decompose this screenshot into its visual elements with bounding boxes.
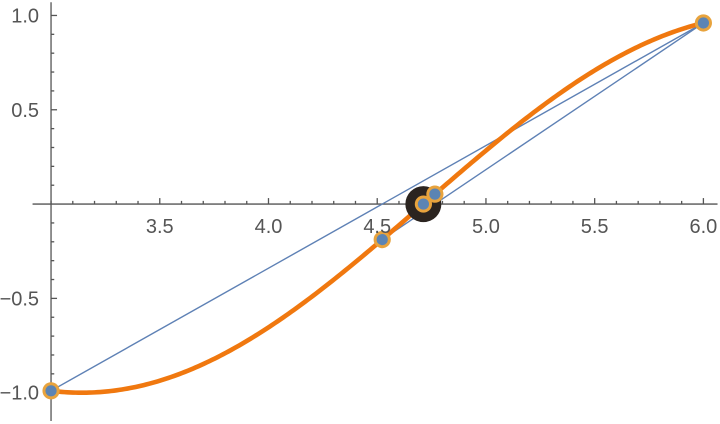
svg-text:5.5: 5.5 [581,216,609,238]
svg-text:3.5: 3.5 [146,216,174,238]
svg-text:−0.5: −0.5 [0,288,39,310]
svg-text:6.0: 6.0 [689,216,717,238]
svg-text:4.5: 4.5 [363,216,391,238]
svg-text:4.0: 4.0 [255,216,283,238]
svg-text:0.5: 0.5 [11,100,39,122]
svg-text:5.0: 5.0 [472,216,500,238]
svg-text:−1.0: −1.0 [0,383,39,405]
svg-text:1.0: 1.0 [11,5,39,27]
